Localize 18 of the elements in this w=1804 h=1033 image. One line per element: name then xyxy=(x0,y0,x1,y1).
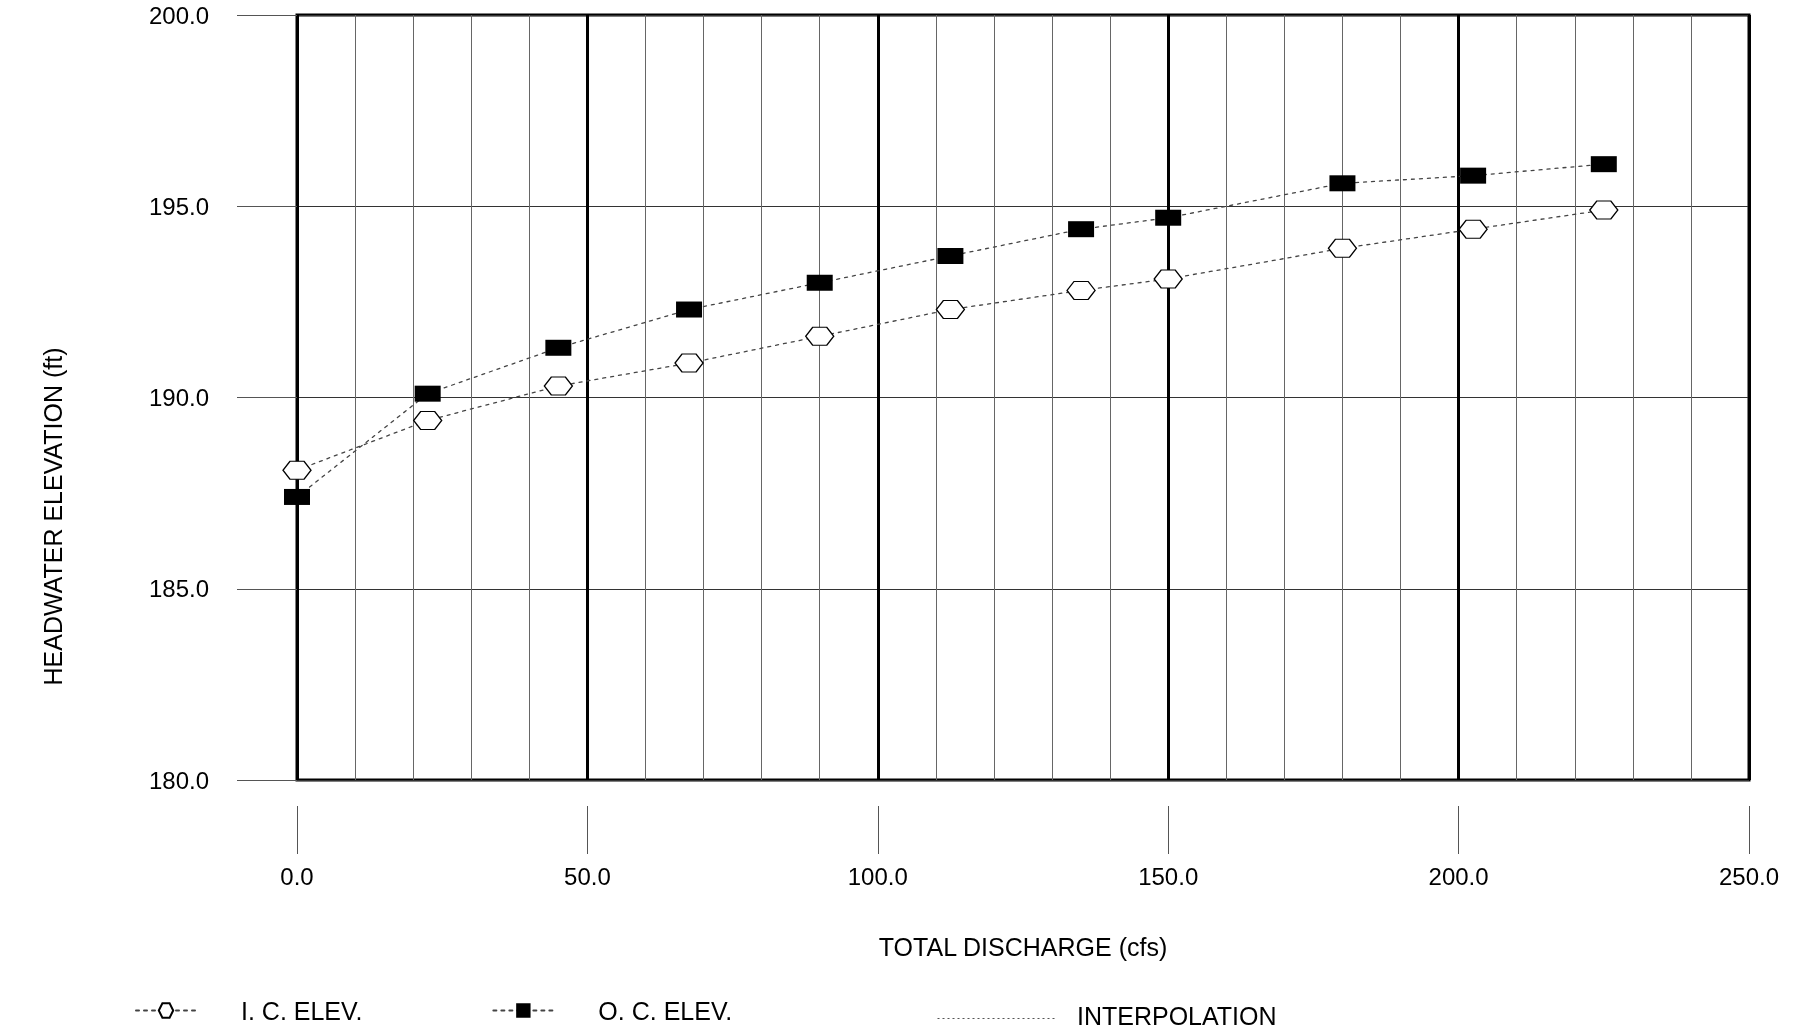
y-tick-label: 200.0 xyxy=(148,1,209,29)
y-tick-label: 190.0 xyxy=(148,384,209,411)
y-tick-label: 180.0 xyxy=(148,766,209,794)
text: INTERPOLATION xyxy=(1077,1001,1277,1030)
y-tick-label: 195.0 xyxy=(148,192,209,220)
x-tick-label: 100.0 xyxy=(847,862,908,890)
legend-label: O. C. ELEV. xyxy=(598,996,733,1025)
x-tick-label: 0.0 xyxy=(280,862,314,890)
x-tick-label: 150.0 xyxy=(1138,862,1199,890)
x-tick-label: 250.0 xyxy=(1718,862,1780,890)
point xyxy=(413,410,443,431)
legend-label: I. C. ELEV. xyxy=(241,996,363,1025)
y-tick-label: 185.0 xyxy=(148,575,209,603)
x-axis-title: TOTAL DISCHARGE (cfs) xyxy=(878,932,1168,961)
point xyxy=(935,299,965,320)
y-axis-title: HEADWATER ELEVATION (ft) xyxy=(38,347,67,686)
x-tick-label: 200.0 xyxy=(1428,862,1489,890)
x-tick-label: 50.0 xyxy=(564,862,611,890)
